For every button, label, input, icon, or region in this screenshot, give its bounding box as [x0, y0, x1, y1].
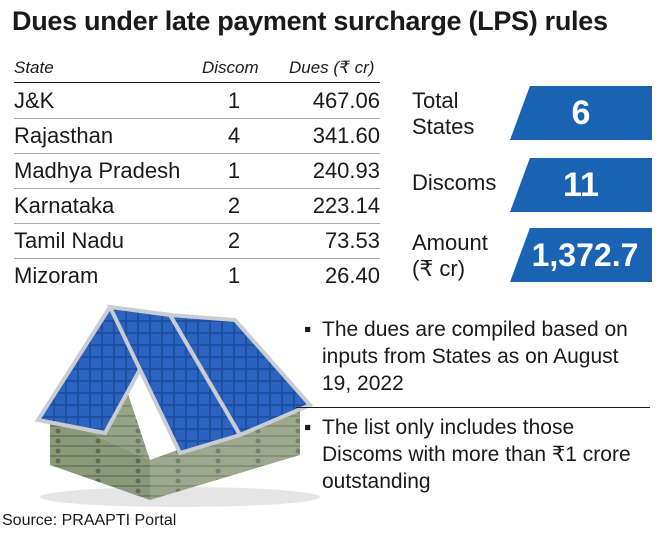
bullet-icon: ▪ — [304, 416, 312, 439]
roof-panel-ridge — [106, 304, 244, 456]
notes-list: ▪ The dues are compiled based on inputs … — [296, 316, 650, 499]
amount-label-line2: (₹ cr) — [412, 256, 466, 281]
header-discom: Discom — [202, 58, 259, 77]
solar-house-illustration — [34, 304, 320, 507]
note-text: The dues are compiled based on inputs fr… — [322, 318, 628, 395]
amount-label: Amount (₹ cr) — [412, 230, 488, 282]
cell-discom: 1 — [227, 263, 241, 288]
cell-dues: 223.14 — [312, 193, 380, 218]
table-row: Tamil Nadu 2 73.53 — [14, 224, 380, 259]
discoms-value: 11 — [510, 158, 652, 212]
bullet-icon: ▪ — [304, 318, 312, 341]
table-header: State Discom Dues (₹ cr) — [14, 58, 380, 83]
dues-table: J&K 1 467.06 Rajasthan 4 341.60 Madhya P… — [14, 84, 380, 293]
total-states-value: 6 — [510, 86, 652, 140]
source-note: Source: PRAAPTI Portal — [0, 509, 660, 533]
amount-value: 1,372.7 — [510, 228, 652, 282]
table-row: J&K 1 467.06 — [14, 84, 380, 119]
chart-title: Dues under late payment surcharge (LPS) … — [12, 6, 608, 36]
house-shadow — [40, 487, 320, 507]
cell-dues: 341.60 — [312, 123, 380, 148]
table-row: Mizoram 1 26.40 — [14, 259, 380, 293]
total-states-label-line1: Total — [412, 88, 459, 113]
cell-discom: 2 — [227, 193, 241, 218]
cell-state: Rajasthan — [14, 123, 114, 148]
note-item: ▪ The dues are compiled based on inputs … — [296, 316, 650, 401]
total-states-label-line2: States — [412, 114, 475, 139]
house-front-wall — [50, 415, 150, 500]
cell-state: Tamil Nadu — [14, 228, 125, 253]
table-row: Rajasthan 4 341.60 — [14, 119, 380, 154]
note-item: ▪ The list only includes those Discoms w… — [296, 407, 650, 499]
cell-dues: 26.40 — [324, 263, 380, 288]
header-state: State — [14, 58, 54, 77]
cell-discom: 1 — [227, 158, 241, 183]
cell-state: J&K — [14, 88, 55, 113]
cell-state: Madhya Pradesh — [14, 158, 181, 183]
table-row: Madhya Pradesh 1 240.93 — [14, 154, 380, 189]
cell-discom: 2 — [227, 228, 241, 253]
cell-dues: 73.53 — [324, 228, 380, 253]
discoms-label: Discoms — [412, 170, 497, 195]
cell-discom: 4 — [227, 123, 241, 148]
cell-state: Mizoram — [14, 263, 99, 288]
cell-state: Karnataka — [14, 193, 115, 218]
cell-discom: 1 — [227, 88, 241, 113]
cell-dues: 240.93 — [312, 158, 380, 183]
house-side-wall — [150, 405, 300, 500]
header-dues: Dues (₹ cr) — [289, 58, 375, 77]
total-states-label: Total States — [412, 88, 474, 140]
table-row: Karnataka 2 223.14 — [14, 189, 380, 224]
note-text: The list only includes those Discoms wit… — [322, 416, 631, 493]
amount-label-line1: Amount — [412, 230, 488, 255]
cell-dues: 467.06 — [312, 88, 380, 113]
